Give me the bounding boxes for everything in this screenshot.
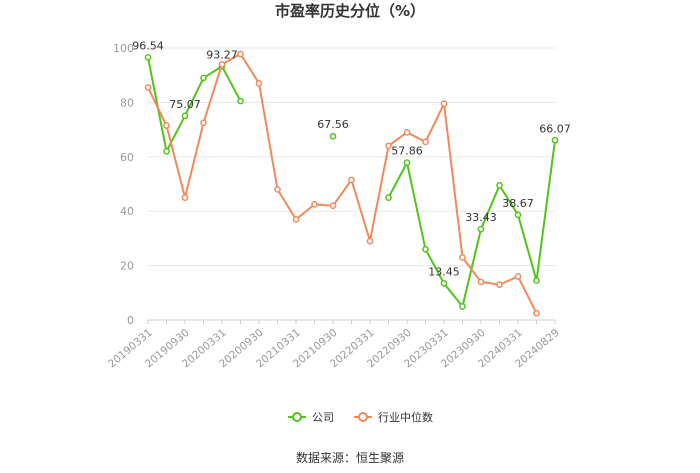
- data-label: 75.07: [169, 98, 201, 111]
- data-point[interactable]: [181, 194, 189, 201]
- legend-item-company[interactable]: 公司: [288, 411, 334, 424]
- series-industry-median: [144, 50, 540, 317]
- data-point[interactable]: [440, 280, 448, 287]
- series-line: [147, 57, 242, 155]
- data-labels: 96.54 75.07 93.27 67.56 57.86 13.45 33.43 38.67…: [132, 39, 571, 278]
- data-point[interactable]: [403, 128, 411, 136]
- legend-item-industry-median[interactable]: 行业中位数: [354, 410, 433, 424]
- data-point[interactable]: [385, 142, 392, 150]
- series-line: [387, 140, 556, 309]
- legend-label: 行业中位数: [378, 410, 433, 424]
- data-point[interactable]: [237, 97, 244, 105]
- data-point[interactable]: [459, 254, 466, 261]
- data-point[interactable]: [144, 54, 152, 61]
- data-point[interactable]: [551, 136, 559, 144]
- legend-marker: [358, 412, 368, 422]
- y-tick-label: 100: [113, 42, 134, 55]
- data-point[interactable]: [329, 132, 337, 140]
- data-point[interactable]: [422, 138, 429, 146]
- y-tick-label: 0: [127, 314, 134, 327]
- data-point[interactable]: [255, 80, 263, 87]
- data-label: 57.86: [391, 145, 423, 158]
- data-point[interactable]: [440, 100, 448, 108]
- y-tick-label: 60: [120, 151, 134, 164]
- legend-marker: [292, 412, 302, 422]
- data-point[interactable]: [329, 202, 337, 210]
- data-point[interactable]: [348, 176, 355, 184]
- series-layer: [144, 50, 559, 317]
- data-point[interactable]: [477, 225, 485, 233]
- data-point[interactable]: [403, 159, 411, 166]
- y-tick-label: 40: [120, 205, 134, 218]
- data-point[interactable]: [459, 303, 466, 310]
- data-point[interactable]: [477, 278, 485, 286]
- data-point[interactable]: [237, 50, 244, 58]
- data-point[interactable]: [385, 194, 392, 201]
- data-point[interactable]: [292, 216, 300, 223]
- data-point[interactable]: [533, 277, 540, 284]
- data-label: 96.54: [132, 39, 164, 52]
- chart-title: 市盈率历史分位（%）: [275, 2, 425, 20]
- data-label: 93.27: [206, 48, 238, 61]
- data-point[interactable]: [274, 186, 281, 193]
- y-axis: 0 20 40 60 80 100: [113, 42, 134, 327]
- data-point[interactable]: [311, 201, 318, 208]
- data-label: 33.43: [465, 211, 497, 224]
- data-point[interactable]: [181, 112, 189, 120]
- data-point[interactable]: [366, 237, 374, 245]
- data-point[interactable]: [200, 74, 207, 82]
- grid: [148, 47, 555, 321]
- data-label: 67.56: [317, 118, 349, 131]
- data-label: 13.45: [428, 265, 460, 278]
- data-point[interactable]: [218, 60, 226, 68]
- data-point[interactable]: [163, 122, 170, 129]
- y-tick-label: 20: [120, 260, 134, 273]
- data-point[interactable]: [422, 245, 429, 253]
- data-point[interactable]: [514, 211, 522, 219]
- x-axis: 2019033120190930202003312020093020210331…: [106, 320, 562, 370]
- data-point[interactable]: [163, 148, 170, 155]
- data-point[interactable]: [200, 119, 207, 127]
- data-label: 66.07: [539, 122, 571, 135]
- data-point[interactable]: [496, 182, 503, 189]
- data-point[interactable]: [533, 309, 540, 317]
- series-company: [144, 54, 559, 310]
- data-point[interactable]: [144, 84, 152, 91]
- data-point[interactable]: [496, 281, 503, 288]
- data-point[interactable]: [514, 273, 522, 280]
- data-label: 38.67: [502, 197, 534, 210]
- legend[interactable]: 公司 行业中位数: [288, 410, 433, 424]
- series-line: [147, 52, 538, 314]
- legend-label: 公司: [312, 411, 334, 424]
- data-source: 数据来源：恒生聚源: [296, 450, 404, 465]
- y-tick-label: 80: [120, 96, 134, 109]
